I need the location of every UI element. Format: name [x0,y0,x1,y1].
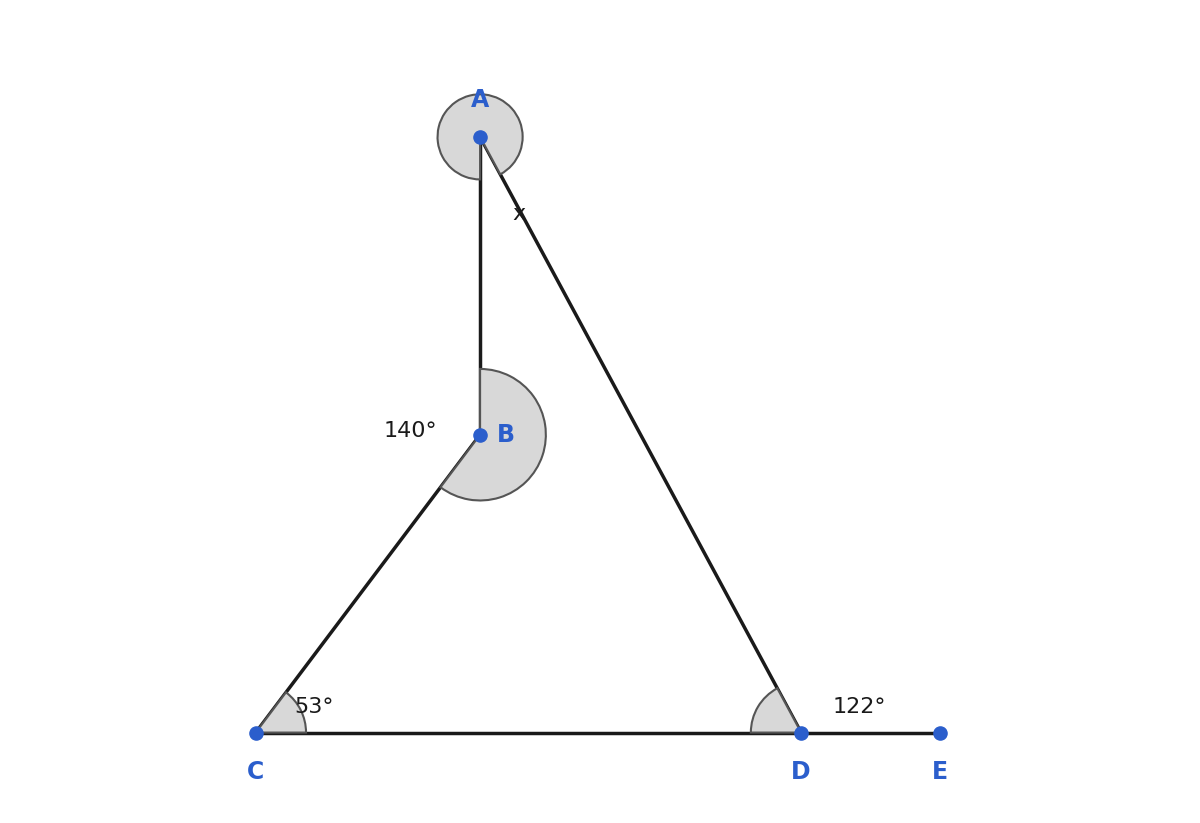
Point [792,726,811,739]
Text: E: E [932,760,948,783]
Wedge shape [751,688,802,732]
Wedge shape [438,95,523,179]
Wedge shape [440,369,546,500]
Text: B: B [497,423,515,447]
Text: 53°: 53° [294,697,334,717]
Point [470,428,490,441]
Text: 140°: 140° [384,421,437,441]
Text: A: A [470,88,490,112]
Text: x: x [512,204,526,224]
Text: D: D [791,760,811,783]
Point [931,726,950,739]
Wedge shape [256,692,306,732]
Point [246,726,265,739]
Text: 122°: 122° [833,697,886,717]
Text: C: C [247,760,264,783]
Point [470,130,490,143]
